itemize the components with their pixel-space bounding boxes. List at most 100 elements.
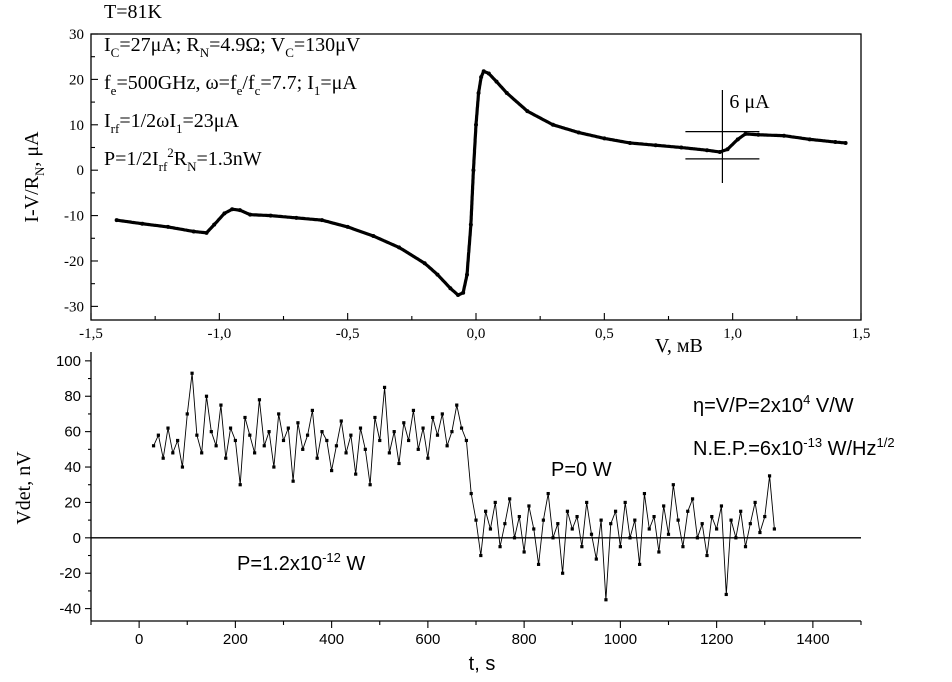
vdet-data-point [190, 371, 194, 375]
vdet-data-point [536, 562, 541, 566]
iv-data-point [468, 222, 473, 227]
vdet-annotation-3-part: W/Hz [822, 438, 876, 460]
iv-data-point [679, 145, 684, 150]
iv-data-point [653, 143, 658, 148]
iv-x-tick-label: 1,5 [852, 326, 871, 342]
vdet-x-tick-label: 400 [319, 631, 344, 648]
vdet-data-point [368, 483, 372, 487]
vdet-data-point [623, 500, 627, 505]
iv-y-tick-label: 20 [69, 72, 84, 88]
vdet-data-point [599, 518, 603, 522]
vdet-data-point [382, 385, 387, 389]
vdet-data-point [397, 461, 401, 466]
iv-data-point [628, 140, 632, 145]
vdet-data-point [262, 444, 266, 448]
iv-annotation-4-part: rf [159, 159, 168, 174]
vdet-data-point [421, 426, 425, 430]
vdet-x-tick-label: 600 [415, 631, 440, 648]
iv-annotation-2-part: e [111, 83, 117, 98]
iv-data-point [237, 208, 242, 213]
vdet-data-point [286, 426, 290, 430]
vdet-data-point [613, 509, 618, 513]
iv-data-point [471, 168, 476, 173]
iv-annotation-3: Irf=1/2ωI1=23μA [104, 110, 240, 136]
vdet-y-tick-label: 80 [64, 388, 81, 405]
vdet-data-point [739, 509, 743, 513]
vdet-x-tick-label: 0 [135, 631, 143, 648]
iv-data-point [551, 122, 555, 127]
vdet-y-tick-label: 100 [56, 353, 81, 370]
vdet-data-point [488, 527, 493, 531]
iv-x-axis-label: V, мВ [655, 335, 703, 357]
iv-annotation-0-part: T=81K [104, 1, 162, 23]
iv-x-tick-label: 1,0 [723, 326, 742, 342]
iv-annotation-1-part: =4.9Ω; V [209, 34, 286, 56]
iv-annotation-1: IC=27μA; RN=4.9Ω; VC=130μV [104, 34, 361, 60]
vdet-data-point [301, 447, 305, 451]
vdet-annotation-2-part: η=V/P=2x10 [693, 395, 803, 417]
vdet-data-point [253, 451, 257, 455]
vdet-data-point [700, 522, 704, 526]
vdet-data-point [628, 536, 632, 540]
iv-data-point [456, 293, 461, 298]
vdet-data-point [228, 426, 233, 430]
vdet-data-point [753, 500, 757, 505]
vdet-data-point [609, 522, 613, 526]
iv-data-point [114, 218, 119, 223]
vdet-data-point [594, 557, 598, 561]
iv-annotation-2-part: =7.7; I [260, 72, 314, 94]
vdet-data-point [378, 438, 382, 443]
vdet-annotation-3-part: 1/2 [877, 435, 895, 450]
iv-data-point [191, 229, 196, 234]
iv-data-point [212, 222, 217, 227]
vdet-data-point [233, 438, 237, 443]
vdet-data-point [272, 465, 276, 469]
vdet-x-tick-label: 1400 [796, 631, 829, 648]
vdet-data-point [763, 514, 767, 519]
iv-annotation-3-part: I [104, 110, 111, 132]
vdet-data-point [719, 504, 724, 508]
vdet-data-point [715, 527, 719, 531]
iv-annotation-2-part: c [255, 83, 261, 98]
iv-data-point [435, 272, 440, 277]
vdet-data-point [431, 415, 435, 420]
iv-data-point [479, 75, 484, 80]
scale-marker-label: 6 μA [729, 91, 770, 113]
vdet-data-point [671, 483, 675, 487]
vdet-data-point [508, 497, 512, 501]
iv-data-point [474, 122, 478, 127]
iv-data-point [461, 290, 466, 295]
vdet-data-point [633, 518, 637, 522]
iv-curve-panel: -1,5 -1,0 -0,5 0,0 0,5 1,0 1,5 -30 -20 -10 0 10 20 30… [21, 1, 870, 357]
vdet-data-point [296, 421, 300, 425]
iv-y-tick-label: -30 [64, 299, 84, 315]
iv-data-point [345, 224, 350, 229]
iv-data-point [268, 213, 273, 218]
vdet-data-point [666, 532, 671, 536]
vdet-data-point [527, 504, 531, 508]
iv-y-axis-label-part: , μA [21, 131, 43, 167]
vdet-y-axis-label: Vdet, nV [13, 451, 35, 525]
vdet-data-point [407, 438, 411, 443]
vdet-data-point [363, 447, 367, 451]
vdet-data-point [411, 408, 416, 413]
vdet-annotation-0-part: W [341, 553, 366, 575]
vdet-data-point [277, 412, 281, 416]
iv-y-axis-label: I-V/RN, μA [21, 131, 47, 223]
iv-data-point [481, 69, 486, 74]
vdet-data-point [512, 536, 517, 540]
iv-annotation-4-part: N [187, 159, 197, 174]
vdet-series-line [153, 373, 775, 600]
vdet-data-point [305, 433, 310, 437]
iv-annotation-3-part: rf [111, 121, 120, 136]
iv-data-point [294, 215, 299, 220]
iv-y-tick-label: -10 [64, 209, 84, 225]
vdet-data-point [243, 415, 247, 420]
iv-x-tick-label: -0,5 [336, 326, 360, 342]
vdet-data-point [570, 527, 574, 531]
vdet-x-tick-label: 1000 [604, 631, 637, 648]
iv-y-tick-label: -20 [64, 254, 84, 270]
iv-annotation-3-part: =23μA [183, 110, 240, 132]
vdet-data-point [604, 598, 608, 602]
